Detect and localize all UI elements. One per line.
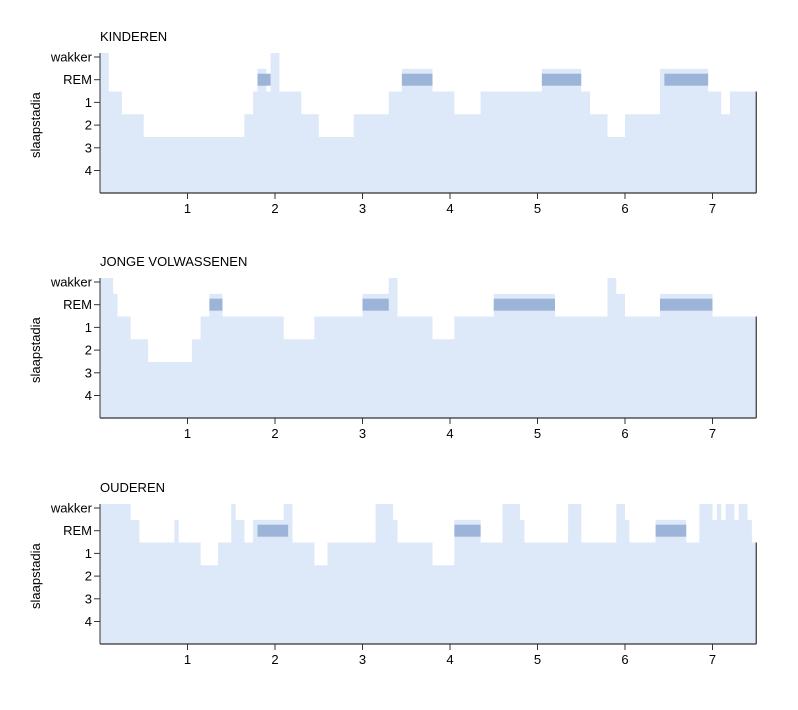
y-label-2-2: 1 [85,546,92,561]
rem-bar-2-1 [454,524,481,537]
x-tick-label-2-0: 1 [184,652,191,667]
rem-bar-1-0 [209,298,223,311]
y-label-0-4: 3 [85,140,92,155]
x-tick-label-0-6: 7 [709,201,716,216]
rem-bar-2-2 [655,524,687,537]
chart-title-1: JONGE VOLWASSENEN [100,254,247,269]
sleep-area-2 [100,504,757,644]
y-label-1-2: 1 [85,320,92,335]
rem-bar-0-3 [664,73,709,86]
y-label-1-1: REM [63,297,92,312]
x-tick-label-1-1: 2 [271,426,278,441]
y-label-1-4: 3 [85,365,92,380]
y-label-0-3: 2 [85,118,92,133]
x-tick-label-1-4: 5 [534,426,541,441]
x-tick-label-2-6: 7 [709,652,716,667]
x-tick-label-1-0: 1 [184,426,191,441]
y-label-1-5: 4 [85,388,92,403]
x-tick-label-2-5: 6 [621,652,628,667]
y-label-1-0: wakker [50,275,93,290]
x-tick-label-0-5: 6 [621,201,628,216]
y-label-2-3: 2 [85,569,92,584]
rem-bar-2-0 [257,524,289,537]
x-tick-label-1-5: 6 [621,426,628,441]
sleep-area-1 [100,278,757,418]
rem-bar-1-3 [660,298,713,311]
rem-bar-1-2 [493,298,555,311]
x-tick-label-0-1: 2 [271,201,278,216]
y-label-2-0: wakker [50,501,93,516]
y-axis-title-0: slaapstadia [28,91,43,158]
x-tick-label-2-4: 5 [534,652,541,667]
x-tick-label-0-4: 5 [534,201,541,216]
x-tick-label-1-2: 3 [359,426,366,441]
chart-title-0: KINDEREN [100,29,167,44]
x-tick-label-0-3: 4 [446,201,453,216]
x-tick-label-1-3: 4 [446,426,453,441]
rem-bar-0-0 [257,73,271,86]
y-label-0-1: REM [63,72,92,87]
y-axis-title-2: slaapstadia [28,542,43,609]
y-label-2-5: 4 [85,614,92,629]
y-label-1-3: 2 [85,343,92,358]
y-axis-title-1: slaapstadia [28,316,43,383]
y-label-2-1: REM [63,523,92,538]
x-tick-label-1-6: 7 [709,426,716,441]
x-tick-label-2-2: 3 [359,652,366,667]
x-tick-label-0-0: 1 [184,201,191,216]
rem-bar-0-2 [541,73,582,86]
y-label-0-2: 1 [85,95,92,110]
x-tick-label-2-3: 4 [446,652,453,667]
y-label-2-4: 3 [85,591,92,606]
x-tick-label-2-1: 2 [271,652,278,667]
rem-bar-0-1 [401,73,433,86]
y-label-0-0: wakker [50,50,93,65]
y-label-0-5: 4 [85,163,92,178]
sleep-area-0 [100,53,757,193]
x-tick-label-0-2: 3 [359,201,366,216]
chart-title-2: OUDEREN [100,480,165,495]
rem-bar-1-1 [362,298,389,311]
